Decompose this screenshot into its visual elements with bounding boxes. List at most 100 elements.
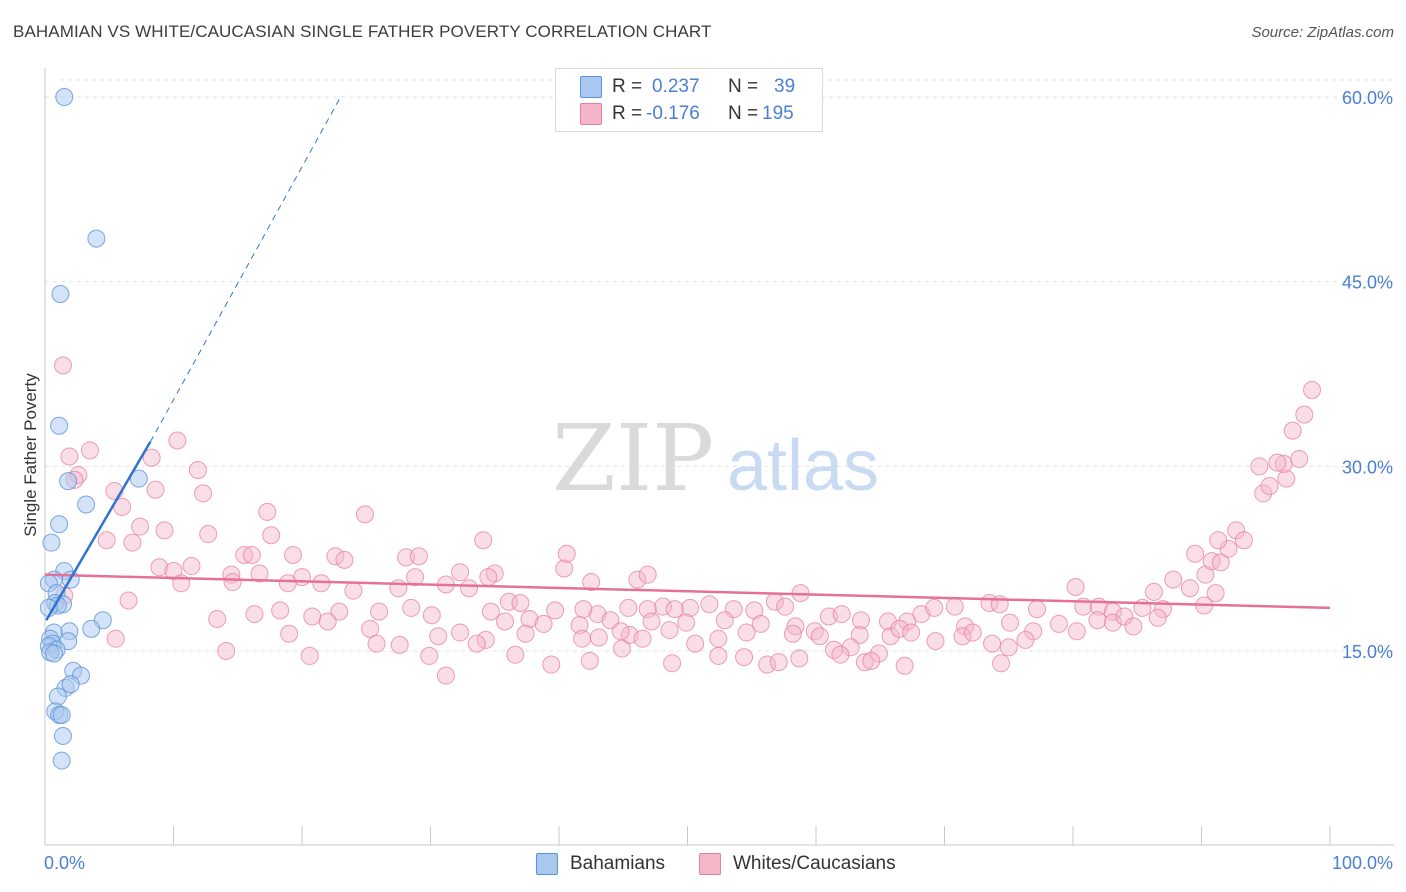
point-whites — [271, 601, 290, 620]
point-whites — [182, 557, 201, 576]
point-whites — [1277, 469, 1296, 488]
y-tick-label: 45.0% — [1342, 273, 1393, 293]
point-bahamians — [52, 706, 71, 725]
legend-r-label: R = — [612, 103, 643, 124]
point-whites — [420, 646, 439, 665]
point-bahamians — [51, 284, 70, 303]
point-whites — [654, 597, 673, 616]
point-whites — [479, 568, 498, 587]
point-whites — [312, 574, 331, 593]
point-whites — [574, 600, 593, 619]
chart-title: BAHAMIAN VS WHITE/CAUCASIAN SINGLE FATHE… — [13, 22, 712, 41]
bottom-legend-label-whites: Whites/Caucasians — [733, 853, 896, 874]
point-whites — [1234, 531, 1253, 550]
point-bahamians — [42, 533, 61, 552]
point-whites — [511, 593, 530, 612]
point-whites — [851, 611, 870, 630]
point-whites — [303, 607, 322, 626]
point-whites — [709, 646, 728, 665]
watermark-zip: ZIP — [552, 405, 714, 512]
point-whites — [862, 651, 881, 670]
point-whites — [665, 600, 684, 619]
point-whites — [881, 627, 900, 646]
point-whites — [1268, 453, 1287, 472]
point-whites — [451, 623, 470, 642]
point-whites — [534, 614, 553, 633]
point-whites — [601, 611, 620, 630]
point-whites — [895, 656, 914, 675]
point-whites — [245, 605, 264, 624]
point-whites — [262, 526, 281, 545]
point-whites — [810, 627, 829, 646]
grid-lines — [45, 79, 1394, 652]
point-whites — [1028, 600, 1047, 619]
point-whites — [389, 579, 408, 598]
point-whites — [1016, 630, 1035, 649]
legend-swatch-pink — [580, 103, 602, 125]
point-whites — [119, 591, 138, 610]
point-whites — [278, 574, 297, 593]
point-whites — [217, 642, 236, 660]
y-tick-label: 15.0% — [1342, 642, 1393, 662]
point-whites — [832, 605, 851, 624]
point-whites — [318, 612, 337, 631]
point-whites — [451, 563, 470, 582]
point-whites — [422, 606, 441, 625]
point-whites — [686, 634, 705, 653]
legend-r-value: -0.176 — [646, 103, 700, 124]
point-whites — [474, 531, 493, 550]
chart-source: Source: ZipAtlas.com — [1251, 24, 1394, 41]
point-whites — [580, 651, 599, 670]
series-bahamians-points — [39, 88, 148, 770]
point-whites — [945, 597, 964, 616]
point-whites — [953, 627, 972, 646]
point-whites — [805, 622, 824, 641]
point-whites — [194, 484, 213, 503]
point-whites — [155, 521, 174, 540]
point-bahamians — [44, 644, 63, 663]
point-whites — [53, 356, 72, 375]
point-whites — [898, 612, 917, 631]
point-whites — [335, 550, 354, 569]
point-bahamians — [82, 619, 101, 638]
point-whites — [280, 624, 299, 643]
point-whites — [769, 653, 788, 672]
point-whites — [660, 621, 679, 640]
point-whites — [790, 649, 809, 668]
point-whites — [168, 431, 187, 450]
point-whites — [831, 645, 850, 664]
point-whites — [476, 630, 495, 649]
point-whites — [97, 531, 116, 550]
point-bahamians — [53, 726, 72, 745]
point-whites — [1001, 613, 1020, 632]
point-bahamians — [50, 416, 69, 435]
point-whites — [1295, 405, 1314, 424]
legend-n-label: N = — [728, 103, 759, 124]
point-whites — [681, 598, 700, 617]
point-whites — [1303, 381, 1322, 400]
legend-r-value: 0.237 — [652, 76, 700, 97]
point-whites — [146, 480, 165, 499]
point-whites — [715, 611, 734, 630]
point-whites — [628, 570, 647, 589]
point-whites — [208, 609, 227, 628]
point-whites — [677, 613, 696, 632]
point-whites — [250, 564, 269, 583]
point-whites — [570, 616, 589, 635]
point-whites — [589, 628, 608, 647]
point-whites — [1049, 614, 1068, 633]
point-whites — [188, 461, 207, 480]
point-whites — [737, 623, 756, 642]
point-whites — [460, 579, 479, 598]
point-whites — [481, 602, 500, 621]
point-whites — [467, 634, 486, 653]
bottom-legend-swatch-blue — [536, 853, 558, 875]
point-whites — [709, 629, 728, 648]
point-whites — [1227, 521, 1246, 540]
point-whites — [619, 598, 638, 617]
point-whites — [199, 525, 218, 544]
point-whites — [611, 622, 630, 641]
point-whites — [496, 612, 515, 631]
point-whites — [963, 623, 982, 642]
point-whites — [355, 505, 374, 524]
